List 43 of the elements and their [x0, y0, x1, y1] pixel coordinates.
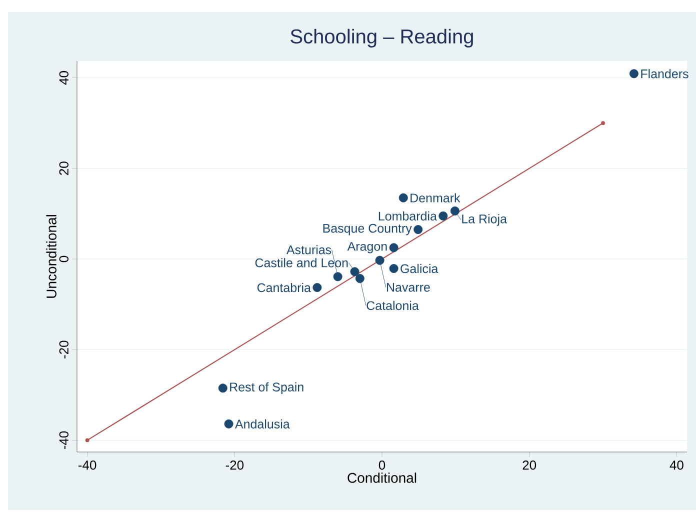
annotation: Andalusia — [234, 419, 290, 428]
point — [85, 438, 90, 442]
point — [350, 267, 360, 276]
point — [629, 69, 638, 78]
x-axis-title: Conditional — [348, 472, 416, 483]
annotation: Lombardia — [378, 211, 437, 221]
x-tick-label: 40 — [670, 460, 684, 470]
point — [601, 121, 605, 126]
annotation: Basque Country — [323, 224, 412, 236]
x-tick-label: 0 — [378, 460, 386, 470]
y-tick-label: -40 — [59, 431, 68, 450]
annotation: Galicia — [400, 264, 438, 274]
point — [389, 243, 398, 252]
x-tick-label: -20 — [226, 460, 244, 470]
annotation: Navarre — [387, 282, 430, 292]
annotation: La Rioja — [462, 214, 507, 226]
point — [450, 206, 460, 216]
x-tick-label: 20 — [522, 460, 536, 470]
point — [389, 264, 398, 274]
y-tick-label: 0 — [59, 256, 68, 262]
point — [218, 384, 228, 393]
annotation: Denmark — [410, 193, 460, 202]
y-axis-title: Unconditional — [46, 215, 56, 298]
point — [355, 274, 364, 283]
point — [333, 272, 342, 282]
point — [312, 283, 322, 292]
point — [438, 211, 448, 220]
point — [375, 256, 384, 265]
annotation: Asturias — [286, 245, 332, 254]
point — [414, 225, 423, 234]
annotation: Cantabria — [257, 282, 311, 292]
chart-title: Schooling – Reading — [290, 28, 473, 48]
point — [224, 419, 234, 428]
point — [398, 193, 408, 202]
annotation: Aragon — [347, 242, 387, 254]
annotation: Rest of Spain — [230, 382, 304, 394]
y-tick-label: 40 — [59, 71, 68, 85]
x-tick-label: -40 — [78, 460, 96, 470]
annotation: Flanders — [641, 69, 688, 78]
annotation: Catalonia — [366, 300, 419, 310]
y-tick-label: -20 — [59, 340, 68, 358]
annotation: Castile and Leon — [255, 258, 348, 268]
y-tick-label: 20 — [59, 162, 68, 175]
